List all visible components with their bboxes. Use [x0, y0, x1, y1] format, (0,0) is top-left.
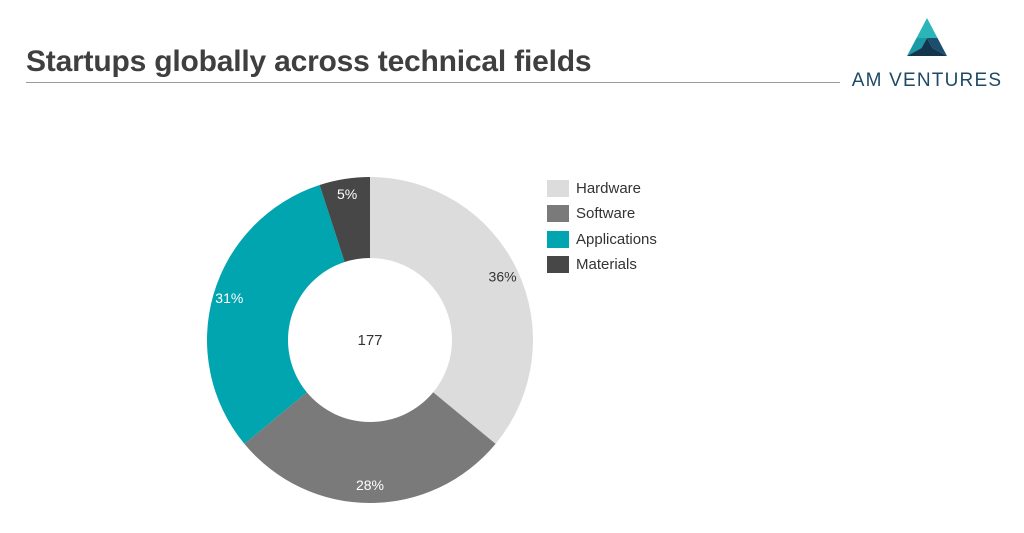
legend-swatch — [547, 205, 569, 223]
donut-center-total: 177 — [357, 332, 382, 349]
logo-facet-right — [927, 38, 947, 56]
title-divider — [26, 82, 840, 83]
slice-label-applications: 31% — [215, 290, 243, 306]
logo-mark-icon — [907, 18, 947, 56]
slide-title: Startups globally across technical field… — [26, 45, 592, 78]
legend-swatch — [547, 180, 569, 198]
donut-slices — [207, 177, 533, 504]
legend-item-hardware: Hardware — [547, 176, 657, 201]
legend-swatch — [547, 256, 569, 274]
legend-label: Materials — [576, 256, 637, 274]
logo-wordmark: AM VENTURES — [851, 70, 1003, 91]
slice-label-hardware: 36% — [489, 268, 517, 284]
donut-chart-svg: 36% 28% 31% 5% 177 — [207, 177, 533, 504]
logo-facet-left — [907, 38, 927, 56]
donut-slice-labels: 36% 28% 31% 5% — [215, 186, 516, 493]
donut-slice-hardware — [370, 177, 533, 444]
legend-item-software: Software — [547, 201, 657, 226]
legend-item-materials: Materials — [547, 252, 657, 277]
donut-slice-materials — [319, 177, 370, 263]
legend-label: Hardware — [576, 180, 642, 198]
logo-facet-top — [916, 18, 938, 38]
donut-slice-software — [244, 392, 496, 504]
slice-label-software: 28% — [356, 477, 384, 493]
donut-chart: 36% 28% 31% 5% 177 — [190, 160, 690, 520]
legend-label: Applications — [576, 230, 657, 248]
donut-slice-applications — [207, 184, 345, 444]
slice-label-materials: 5% — [337, 186, 357, 202]
legend-swatch — [547, 230, 569, 248]
logo-facet-bottom — [907, 38, 947, 56]
am-ventures-logo: AM VENTURES — [850, 18, 1010, 98]
legend-label: Software — [576, 205, 636, 223]
chart-legend: Hardware Software Applications Materials — [547, 176, 657, 277]
legend-item-applications: Applications — [547, 227, 657, 252]
